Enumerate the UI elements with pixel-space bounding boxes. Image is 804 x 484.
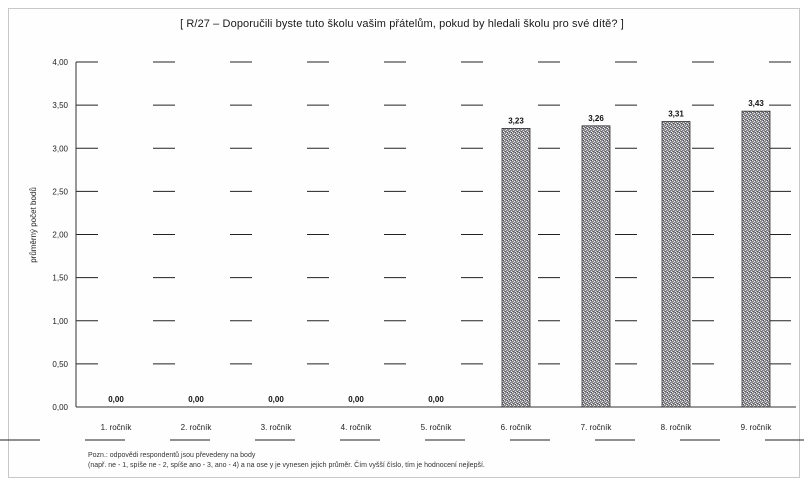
y-tick-label: 1,50 — [52, 274, 68, 283]
footnote-line-1: Pozn.: odpovědi respondentů jsou převede… — [88, 452, 256, 459]
bar — [741, 110, 771, 408]
x-tick-label: 7. ročník — [581, 423, 613, 432]
x-tick-label: 3. ročník — [261, 423, 293, 432]
y-tick-label: 3,00 — [52, 144, 68, 153]
footnote-line-2: (např. ne - 1, spíše ne - 2, spíše ano -… — [88, 462, 485, 469]
data-label: 0,00 — [348, 395, 364, 404]
data-label: 0,00 — [188, 395, 204, 404]
x-tick-label: 1. ročník — [101, 423, 133, 432]
x-tick-label: 6. ročník — [501, 423, 533, 432]
data-label: 0,00 — [268, 395, 284, 404]
y-tick-label: 2,50 — [52, 187, 68, 196]
bar — [661, 121, 691, 408]
x-tick-label: 5. ročník — [421, 423, 453, 432]
data-label: 3,26 — [588, 114, 604, 123]
y-tick-label: 0,50 — [52, 360, 68, 369]
data-label: 3,23 — [508, 116, 524, 125]
x-tick-label: 4. ročník — [341, 423, 373, 432]
data-label: 0,00 — [428, 395, 444, 404]
data-label: 3,43 — [748, 99, 764, 108]
x-tick-label: 8. ročník — [661, 423, 693, 432]
chart-title: [ R/27 – Doporučili byste tuto školu vaš… — [180, 18, 624, 30]
y-tick-label: 2,00 — [52, 231, 68, 240]
bar — [501, 128, 531, 408]
bar — [581, 125, 611, 408]
y-tick-label: 0,00 — [52, 403, 68, 412]
y-tick-label: 3,50 — [52, 101, 68, 110]
data-label: 0,00 — [108, 395, 124, 404]
x-tick-label: 2. ročník — [181, 423, 213, 432]
x-tick-label: 9. ročník — [741, 423, 773, 432]
data-label: 3,31 — [668, 110, 684, 119]
y-tick-label: 4,00 — [52, 58, 68, 67]
y-tick-label: 1,00 — [52, 317, 68, 326]
y-axis-label: průměrný počet bodů — [29, 187, 38, 263]
